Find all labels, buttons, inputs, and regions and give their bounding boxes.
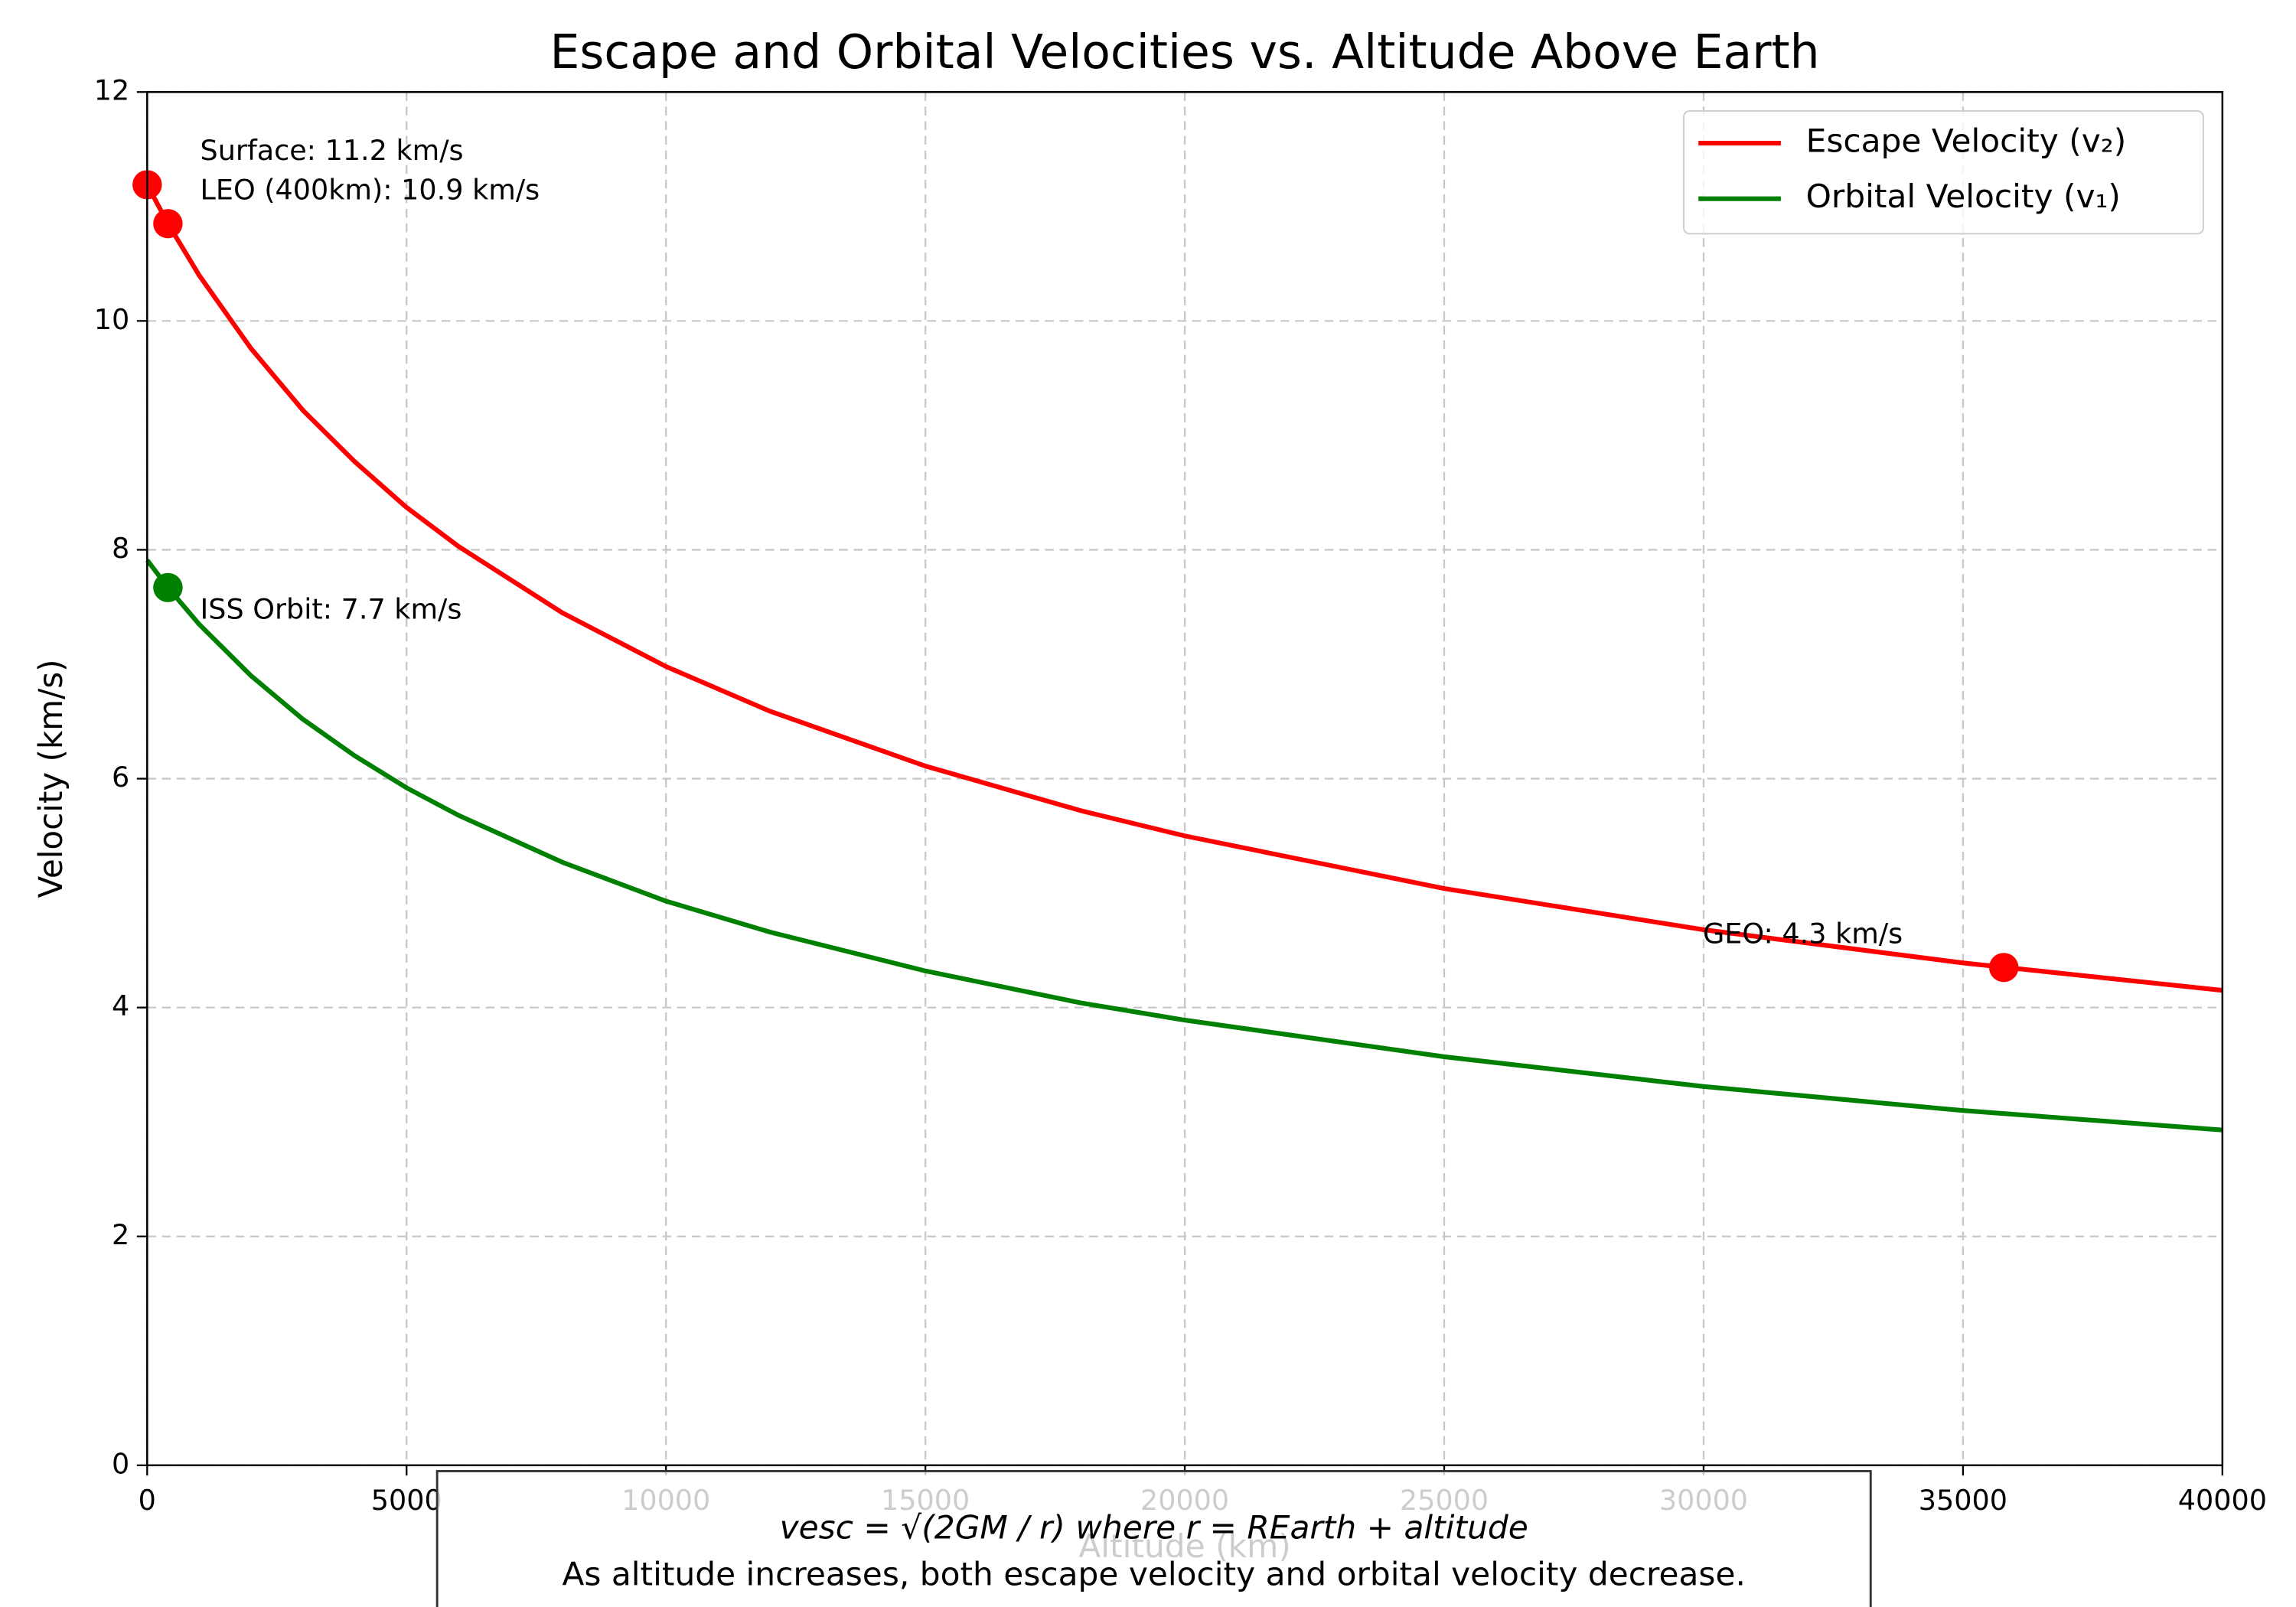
y-tick-label: 6 bbox=[112, 761, 129, 794]
note-box bbox=[435, 1470, 1872, 1607]
y-tick-label: 10 bbox=[94, 303, 129, 336]
x-tick-label: 35000 bbox=[1919, 1484, 2007, 1517]
y-tick-label: 2 bbox=[112, 1218, 129, 1251]
y-tick-label: 4 bbox=[112, 989, 129, 1022]
annotation: Surface: 11.2 km/s bbox=[201, 134, 464, 167]
annotation: GEO: 4.3 km/s bbox=[1703, 917, 1903, 950]
legend-label: Orbital Velocity (v₁) bbox=[1806, 178, 2121, 215]
y-tick-label: 12 bbox=[94, 74, 129, 107]
formula: vesc = √(2GM / r) where r = REarth + alt… bbox=[780, 1508, 1528, 1546]
chart-title: Escape and Orbital Velocities vs. Altitu… bbox=[550, 25, 1820, 80]
x-tick-label: 5000 bbox=[371, 1484, 442, 1517]
highlight-point bbox=[153, 209, 183, 239]
series-line bbox=[145, 183, 2223, 993]
plot-frame bbox=[146, 91, 2224, 1467]
annotation: LEO (400km): 10.9 km/s bbox=[201, 174, 540, 207]
legend-label: Escape Velocity (v₂) bbox=[1806, 122, 2127, 160]
series-line bbox=[145, 559, 2223, 1133]
x-tick-label: 40000 bbox=[2178, 1484, 2267, 1517]
highlight-point bbox=[153, 572, 183, 602]
y-tick-label: 0 bbox=[112, 1447, 129, 1480]
y-axis-label: Velocity (km/s) bbox=[32, 660, 70, 898]
legend-box bbox=[1683, 110, 2204, 235]
x-tick-label: 0 bbox=[139, 1484, 156, 1517]
y-tick-label: 8 bbox=[112, 532, 129, 565]
highlight-point bbox=[1988, 953, 2019, 983]
annotation: ISS Orbit: 7.7 km/s bbox=[201, 593, 462, 626]
note: As altitude increases, both escape veloc… bbox=[562, 1556, 1745, 1593]
